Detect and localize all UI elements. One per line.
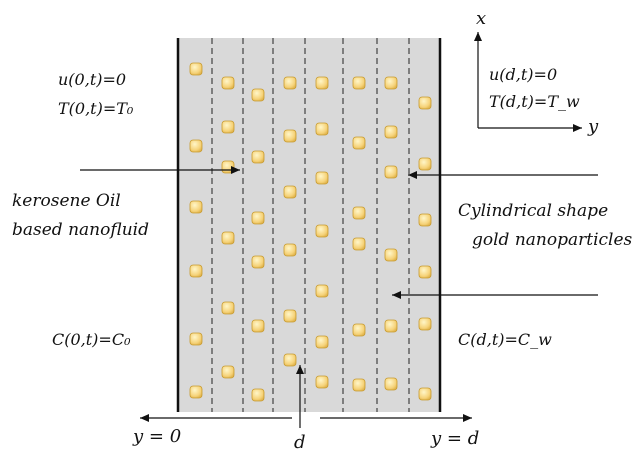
nanoparticle [384, 377, 398, 391]
nanoparticle [418, 96, 432, 110]
nanoparticle [221, 120, 235, 134]
nanoparticle [315, 122, 329, 136]
nanoparticle [221, 301, 235, 315]
nanoparticle [384, 248, 398, 262]
nanoparticle [352, 206, 366, 220]
nanoparticle [221, 231, 235, 245]
nanoparticle [251, 88, 265, 102]
nanoparticle [352, 323, 366, 337]
right-temperature-condition: T(d,t)=T_w [489, 92, 580, 111]
nanoparticle [352, 76, 366, 90]
nanoparticle [352, 237, 366, 251]
nanoparticle [189, 62, 203, 76]
dashed-lines [211, 38, 410, 412]
nanoparticle [251, 255, 265, 269]
right-concentration-condition: C(d,t)=C_w [458, 330, 552, 349]
y-d-label: y = d [431, 428, 480, 449]
nanoparticle [315, 284, 329, 298]
d-label: d [294, 432, 306, 453]
nanoparticle [352, 378, 366, 392]
nanoparticle [283, 243, 297, 257]
nanoparticle [189, 139, 203, 153]
nanoparticle [384, 125, 398, 139]
nanoparticle [418, 157, 432, 171]
nanoparticle [189, 385, 203, 399]
nanoparticle [315, 171, 329, 185]
nanoparticle [251, 319, 265, 333]
left-temperature-condition: T(0,t)=T₀ [58, 99, 134, 118]
nanoparticle [221, 160, 235, 174]
left-velocity-condition: u(0,t)=0 [58, 70, 127, 89]
y-zero-label: y = 0 [133, 426, 182, 447]
nanoparticle [418, 387, 432, 401]
nanoparticle [418, 265, 432, 279]
fluid-label-line2: based nanofluid [12, 220, 149, 240]
nanoparticle [221, 76, 235, 90]
nanoparticle [189, 332, 203, 346]
nanoparticle [384, 319, 398, 333]
nanoparticle [189, 200, 203, 214]
nanoparticles [189, 62, 432, 402]
particle-label-line2: gold nanoparticles [472, 230, 633, 250]
nanoparticle [315, 375, 329, 389]
nanoparticle [315, 224, 329, 238]
channel-region [178, 38, 440, 412]
nanoparticle [384, 165, 398, 179]
nanoparticle [283, 309, 297, 323]
nanoparticle [418, 213, 432, 227]
nanoparticle [283, 353, 297, 367]
nanoparticle [315, 335, 329, 349]
nanoparticle [189, 264, 203, 278]
nanoparticle [283, 76, 297, 90]
nanoparticle [251, 150, 265, 164]
y-axis-label: y [588, 116, 599, 137]
particle-label-line1: Cylindrical shape [458, 201, 609, 221]
left-concentration-condition: C(0,t)=C₀ [52, 330, 131, 349]
nanoparticle [352, 136, 366, 150]
right-velocity-condition: u(d,t)=0 [489, 65, 558, 84]
x-axis-label: x [476, 8, 487, 29]
fluid-label-line1: kerosene Oil [12, 191, 121, 211]
nanoparticle [283, 129, 297, 143]
nanoparticle [221, 365, 235, 379]
nanoparticle [251, 211, 265, 225]
nanoparticle [384, 76, 398, 90]
nanoparticle [418, 317, 432, 331]
nanoparticle [315, 76, 329, 90]
nanoparticle [251, 388, 265, 402]
nanoparticle [283, 185, 297, 199]
